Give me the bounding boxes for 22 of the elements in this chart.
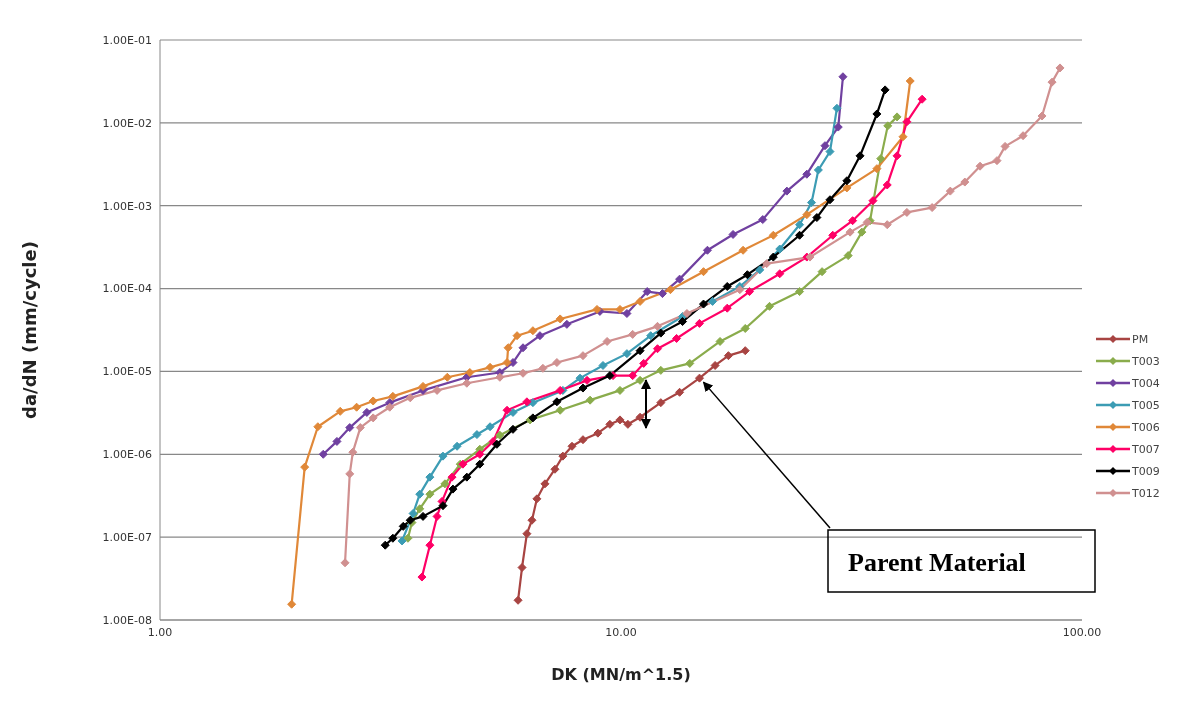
x-axis-title: DK (MN/m^1.5) — [551, 665, 691, 684]
y-axis-title: da/dN (mm/cycle) — [19, 241, 41, 419]
y-tick-label: 1.00E-08 — [102, 613, 152, 627]
y-tick-label: 1.00E-07 — [102, 531, 152, 545]
legend-label: T012 — [1132, 486, 1160, 500]
y-tick-label: 1.00E-01 — [102, 33, 152, 47]
annotation: Parent Material — [848, 548, 1026, 577]
legend-label: T005 — [1132, 398, 1160, 412]
y-tick-label: 1.00E-04 — [102, 282, 152, 296]
legend-label: T009 — [1132, 464, 1160, 478]
y-tick-label: 1.00E-03 — [102, 199, 152, 213]
legend-label: T003 — [1132, 354, 1160, 368]
legend-label: PM — [1132, 332, 1149, 346]
legend-label: T004 — [1132, 376, 1160, 390]
legend-label: T007 — [1132, 442, 1160, 456]
x-tick-label: 1.00 — [147, 625, 173, 639]
y-tick-label: 1.00E-05 — [102, 365, 152, 379]
y-tick-label: 1.00E-06 — [102, 448, 152, 462]
y-tick-label: 1.00E-02 — [102, 116, 152, 130]
x-tick-label: 100.00 — [1062, 625, 1102, 639]
x-tick-label: 10.00 — [605, 625, 637, 639]
legend-label: T006 — [1132, 420, 1160, 434]
